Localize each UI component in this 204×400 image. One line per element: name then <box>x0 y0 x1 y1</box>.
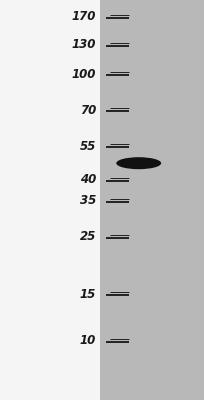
Text: 40: 40 <box>80 173 96 186</box>
Bar <box>100 0 204 400</box>
Ellipse shape <box>116 157 161 169</box>
Text: 100: 100 <box>72 68 96 80</box>
Text: 25: 25 <box>80 230 96 243</box>
Text: 170: 170 <box>72 10 96 23</box>
Text: 35: 35 <box>80 194 96 207</box>
Text: 70: 70 <box>80 104 96 116</box>
Text: 130: 130 <box>72 38 96 51</box>
Text: 10: 10 <box>80 334 96 347</box>
Text: 55: 55 <box>80 140 96 152</box>
Text: 15: 15 <box>80 288 96 300</box>
